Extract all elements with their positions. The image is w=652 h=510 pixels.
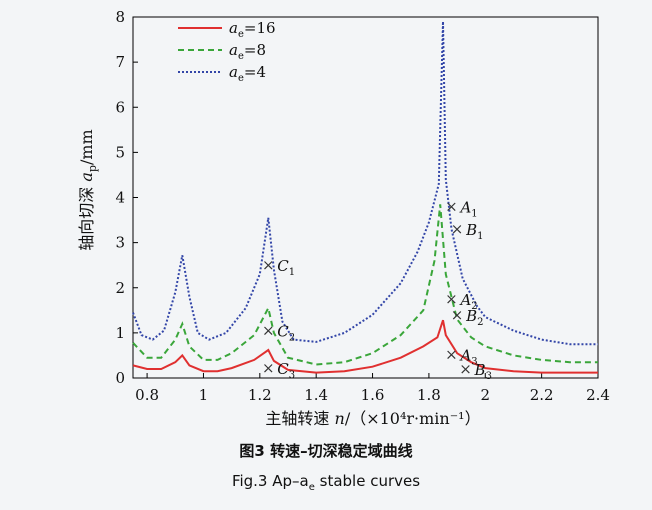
marker-x: × [451,306,464,324]
axis-ticks: 0.8 1 1.2 1.4 1.6 1.8 2 2.2 2.4 0 1 2 3 4 5 6 7 8 [115,8,609,404]
x-tick-label: 1.2 [248,386,272,404]
y-tick-label: 7 [115,53,125,71]
y-tick-label: 5 [115,143,125,161]
marker-label: C3 [277,360,295,381]
series-line-2 [132,204,598,366]
legend-label: ae=16 [229,19,276,40]
y-tick-label: 2 [115,279,125,297]
x-axis-label: 主轴转速 n/（×10⁴r·min⁻¹） [265,409,480,428]
series-line-3 [132,21,598,346]
marker-layer: × A1× B1× A2× B2× A3× B3× C1× C2× C3 [262,198,492,382]
series-line-1 [132,319,598,374]
marker-x: × [262,256,275,274]
marker-x: × [445,290,458,308]
marker-label: B3 [474,361,492,382]
marker-x: × [262,322,275,340]
x-tick-label: 2 [480,386,490,404]
legend-label: ae=8 [229,41,266,62]
marker-x: × [445,346,458,364]
marker-label: A2 [458,291,477,312]
caption-chinese: 图3 转速–切深稳定域曲线 [239,442,413,460]
y-tick-label: 8 [115,8,125,26]
x-tick-label: 1 [199,386,209,404]
marker-x: × [262,359,275,377]
marker-label: C2 [277,323,295,344]
x-tick-label: 1.4 [304,386,328,404]
series-layer [132,21,598,374]
marker-x: × [459,360,472,378]
marker-label: C1 [277,257,295,278]
y-tick-label: 6 [115,98,125,116]
y-tick-label: 3 [115,234,125,252]
marker-label: A1 [458,199,477,220]
marker-x: × [445,198,458,216]
y-tick-label: 0 [115,369,125,387]
y-tick-label: 1 [115,324,125,342]
x-tick-label: 1.6 [361,386,385,404]
y-tick-label: 4 [115,189,125,207]
legend-label: ae=4 [229,63,266,84]
marker-label: A3 [458,347,477,368]
x-tick-label: 2.2 [530,386,554,404]
caption-english: Fig.3 Ap–ae stable curves [231,472,421,493]
marker-x: × [451,220,464,238]
x-tick-label: 0.8 [135,386,159,404]
marker-label: B1 [465,221,483,242]
marker-label: B2 [465,307,483,328]
x-tick-label: 1.8 [417,386,441,404]
y-axis-label: 轴向切深 ap/mm [77,129,99,250]
x-tick-label: 2.4 [586,386,610,404]
